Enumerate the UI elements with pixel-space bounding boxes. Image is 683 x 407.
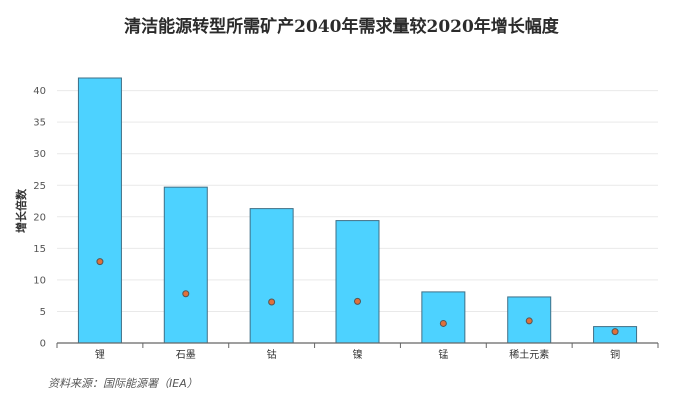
axes: 0 5 10 15 20 25 30 35 40 锂 石墨 钴 镍 锰 稀土元素 铜 bbox=[33, 86, 659, 361]
x-category-label: 铜 bbox=[610, 349, 620, 361]
marker-5 bbox=[439, 319, 447, 327]
y-tick-label: 25 bbox=[33, 181, 46, 192]
y-tick-label: 30 bbox=[33, 149, 46, 160]
source-note: 资料来源：国际能源署（IEA） bbox=[48, 377, 198, 390]
x-category-label: 稀土元素 bbox=[509, 348, 549, 361]
y-tick-label: 35 bbox=[33, 118, 46, 129]
y-tick-label: 15 bbox=[33, 244, 46, 255]
marker-3 bbox=[268, 298, 276, 306]
marker-2 bbox=[182, 290, 190, 298]
y-tick-label: 40 bbox=[33, 86, 46, 97]
y-tick-label: 0 bbox=[40, 339, 46, 350]
marker-6 bbox=[525, 317, 533, 325]
y-tick-label: 10 bbox=[33, 275, 46, 286]
bar-1 bbox=[77, 77, 122, 344]
y-tick-label: 20 bbox=[33, 212, 46, 223]
x-category-label: 锰 bbox=[438, 348, 448, 361]
y-axis-title: 增长倍数 bbox=[14, 188, 28, 233]
marker-1 bbox=[96, 258, 104, 266]
marker-4 bbox=[354, 297, 361, 305]
bar-4 bbox=[335, 220, 380, 344]
y-tick-label: 5 bbox=[40, 307, 46, 318]
x-category-label: 锂 bbox=[95, 349, 105, 361]
bar-3 bbox=[249, 208, 294, 344]
x-category-label: 石墨 bbox=[176, 349, 196, 361]
bar-5 bbox=[421, 291, 466, 344]
marker-7 bbox=[611, 328, 619, 336]
x-category-label: 钴 bbox=[267, 349, 277, 361]
bar-2 bbox=[163, 186, 208, 344]
chart-title: 清洁能源转型所需矿产2040年需求量较2020年增长幅度 bbox=[124, 17, 559, 37]
x-category-label: 镍 bbox=[353, 348, 363, 361]
point-markers bbox=[96, 258, 619, 336]
